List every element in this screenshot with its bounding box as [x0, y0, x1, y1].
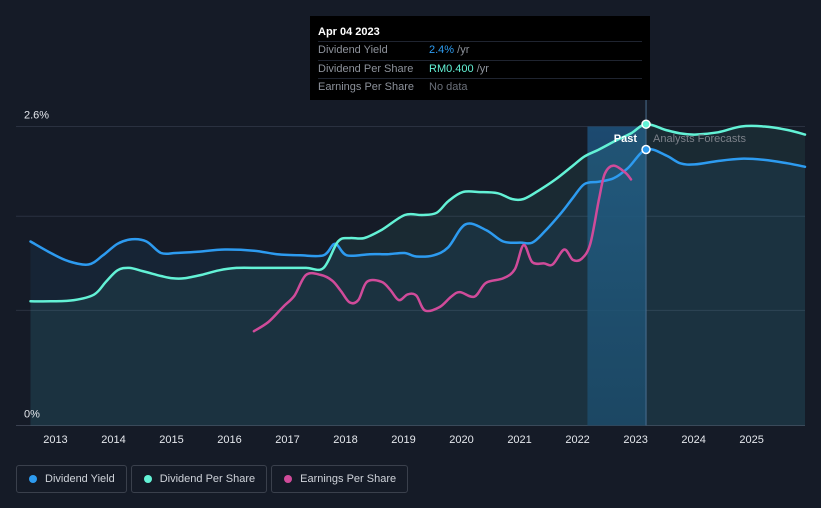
legend-dot-icon: [29, 475, 37, 483]
legend: Dividend Yield Dividend Per Share Earnin…: [16, 465, 412, 493]
tooltip-label: Dividend Yield: [318, 44, 388, 56]
x-tick-label: 2025: [739, 434, 763, 446]
tooltip-number: No data: [429, 81, 468, 93]
legend-label: Earnings Per Share: [300, 473, 397, 485]
forecast-label: Analysts Forecasts: [653, 133, 746, 145]
dividend-yield-marker: [641, 144, 651, 155]
y-axis-top-label: 2.6%: [24, 110, 49, 122]
dividend-per-share-marker: [641, 119, 651, 129]
tooltip-label: Earnings Per Share: [318, 81, 414, 93]
past-label: Past: [614, 133, 638, 145]
x-tick-label: 2020: [449, 434, 473, 446]
legend-item-earnings-per-share[interactable]: Earnings Per Share: [271, 465, 409, 493]
x-tick-label: 2015: [159, 434, 183, 446]
highlight-markers: [641, 119, 651, 155]
grid-lines: [16, 126, 805, 426]
tooltip-value: No data: [429, 79, 468, 97]
tooltip-unit: /yr: [473, 62, 489, 75]
x-axis-ticks: 2013 2014 2015 2016 2017 2018 2019 2020 2021 2022…: [43, 434, 764, 446]
x-tick-label: 2019: [391, 434, 415, 446]
tooltip-date: Apr 04 2023: [318, 26, 380, 38]
x-tick-label: 2016: [217, 434, 241, 446]
y-axis-bottom-label: 0%: [24, 409, 40, 421]
dividend-per-share-area: [30, 124, 805, 426]
legend-dot-icon: [284, 475, 293, 483]
x-tick-label: 2021: [507, 434, 531, 446]
x-tick-label: 2017: [275, 434, 299, 446]
dividend-per-share-line: [29, 122, 807, 303]
tooltip-label: Dividend Per Share: [318, 62, 414, 75]
tooltip-row-dividend-per-share: Dividend Per Share RM0.400 /yr: [318, 59, 642, 79]
x-tick-label: 2014: [101, 434, 125, 446]
dividend-yield-line: [29, 147, 807, 266]
tooltip-row-dividend-yield: Dividend Yield 2.4% /yr: [318, 41, 642, 60]
x-tick-label: 2013: [43, 434, 67, 446]
series-areas: [30, 124, 805, 426]
legend-item-dividend-per-share[interactable]: Dividend Per Share: [130, 465, 268, 493]
tooltip-value: RM0.400 /yr: [429, 61, 489, 79]
x-tick-label: 2018: [333, 434, 357, 446]
x-tick-label: 2023: [623, 434, 647, 446]
tooltip-unit: /yr: [454, 44, 470, 56]
tooltip-number: 2.4%: [429, 44, 455, 56]
x-tick-label: 2022: [565, 434, 589, 446]
tooltip-row-earnings-per-share: Earnings Per Share No data: [318, 78, 642, 97]
earnings-per-share-line: [252, 164, 633, 333]
tooltip-value: 2.4% /yr: [429, 42, 469, 60]
legend-item-dividend-yield[interactable]: Dividend Yield: [16, 465, 127, 493]
series-lines: [29, 122, 807, 333]
legend-label: Dividend Yield: [45, 473, 115, 485]
legend-label: Dividend Per Share: [159, 473, 256, 485]
tooltip: Apr 04 2023 Dividend Yield 2.4% /yr Divi…: [310, 16, 650, 100]
x-tick-label: 2024: [681, 434, 705, 446]
dividend-yield-area: [30, 149, 805, 426]
legend-dot-icon: [143, 475, 152, 483]
tooltip-number: RM0.400: [429, 62, 474, 75]
